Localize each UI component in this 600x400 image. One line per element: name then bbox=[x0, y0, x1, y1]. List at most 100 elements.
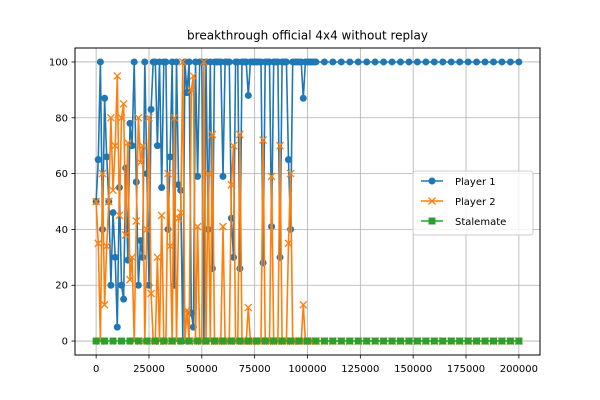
data-point bbox=[490, 337, 497, 345]
data-point bbox=[193, 222, 202, 231]
data-point bbox=[312, 337, 320, 345]
data-point bbox=[164, 169, 172, 178]
data-point bbox=[413, 58, 421, 66]
data-point bbox=[447, 337, 455, 345]
x-tick-label: 25000 bbox=[133, 364, 165, 375]
data-point bbox=[337, 337, 345, 345]
data-point bbox=[166, 242, 175, 251]
data-point bbox=[126, 119, 134, 127]
y-tick-label: 20 bbox=[55, 281, 68, 292]
x-tick-label: 100000 bbox=[288, 364, 326, 375]
data-point bbox=[267, 172, 276, 181]
data-point bbox=[118, 337, 125, 345]
data-point bbox=[183, 306, 191, 315]
data-point bbox=[329, 58, 337, 66]
data-point bbox=[130, 58, 138, 66]
data-point bbox=[166, 153, 174, 161]
data-point bbox=[136, 158, 145, 167]
data-point bbox=[236, 337, 244, 345]
data-point bbox=[134, 337, 142, 345]
data-point bbox=[219, 172, 227, 180]
data-point bbox=[371, 337, 379, 345]
series-layer bbox=[92, 57, 523, 346]
data-point bbox=[132, 217, 141, 225]
data-point bbox=[170, 113, 179, 122]
data-point bbox=[94, 156, 102, 164]
data-point bbox=[125, 275, 134, 284]
data-point bbox=[204, 169, 213, 178]
data-point bbox=[162, 58, 170, 66]
data-point bbox=[109, 186, 118, 195]
x-tick-label: 75000 bbox=[239, 364, 271, 375]
legend: Player 1 Player 2 Stalemate bbox=[412, 170, 534, 236]
data-point bbox=[143, 337, 151, 345]
series-player-1 bbox=[92, 58, 523, 345]
data-point bbox=[481, 337, 489, 345]
y-tick-label: 0 bbox=[62, 337, 68, 348]
data-point bbox=[115, 211, 124, 220]
data-point bbox=[397, 337, 404, 345]
data-point bbox=[107, 281, 115, 289]
data-point bbox=[363, 337, 371, 345]
data-point bbox=[244, 337, 252, 345]
data-point bbox=[235, 130, 244, 139]
data-point bbox=[380, 337, 388, 345]
data-point bbox=[439, 58, 447, 66]
data-point bbox=[276, 141, 284, 150]
data-point bbox=[498, 337, 506, 345]
data-point bbox=[185, 337, 193, 345]
data-point bbox=[172, 58, 180, 66]
legend-label: Player 1 bbox=[455, 177, 496, 188]
data-point bbox=[261, 337, 269, 345]
data-point bbox=[121, 231, 130, 239]
data-point bbox=[183, 89, 191, 97]
data-point bbox=[346, 337, 354, 345]
data-point bbox=[287, 337, 295, 345]
data-point bbox=[106, 113, 115, 122]
data-point bbox=[168, 337, 176, 345]
data-point bbox=[153, 253, 162, 262]
legend-item: Player 2 bbox=[421, 197, 496, 208]
data-point bbox=[160, 337, 168, 345]
data-point bbox=[185, 58, 193, 66]
data-point bbox=[473, 337, 481, 345]
data-point bbox=[405, 58, 413, 66]
y-tick-label: 100 bbox=[49, 57, 68, 68]
data-point bbox=[320, 337, 328, 345]
data-point bbox=[147, 105, 155, 113]
data-point bbox=[219, 337, 227, 345]
data-point bbox=[225, 58, 233, 66]
data-point bbox=[137, 237, 145, 245]
x-tick-label: 175000 bbox=[447, 364, 485, 375]
data-point bbox=[126, 337, 134, 345]
data-point bbox=[295, 337, 303, 345]
data-point bbox=[120, 295, 128, 303]
data-point bbox=[430, 337, 438, 345]
data-point bbox=[118, 281, 125, 289]
data-point bbox=[229, 141, 238, 150]
data-point bbox=[354, 337, 362, 345]
data-point bbox=[157, 211, 166, 220]
legend-label: Player 2 bbox=[455, 197, 496, 208]
data-point bbox=[199, 57, 208, 66]
data-point bbox=[134, 113, 143, 122]
data-point bbox=[346, 58, 354, 66]
data-point bbox=[506, 337, 514, 345]
data-point bbox=[92, 337, 100, 345]
data-point bbox=[109, 337, 117, 345]
data-point bbox=[299, 300, 308, 309]
data-point bbox=[103, 153, 111, 161]
data-point bbox=[119, 99, 128, 108]
data-point bbox=[464, 58, 472, 66]
data-point bbox=[276, 253, 284, 261]
data-point bbox=[96, 58, 104, 66]
data-point bbox=[515, 58, 523, 66]
data-point bbox=[92, 197, 101, 206]
data-point bbox=[187, 85, 196, 94]
x-tick-label: 50000 bbox=[186, 364, 218, 375]
x-tick-label: 150000 bbox=[394, 364, 432, 375]
data-point bbox=[153, 142, 161, 150]
data-point bbox=[178, 57, 187, 66]
data-point bbox=[515, 337, 523, 345]
legend-marker bbox=[428, 197, 436, 205]
